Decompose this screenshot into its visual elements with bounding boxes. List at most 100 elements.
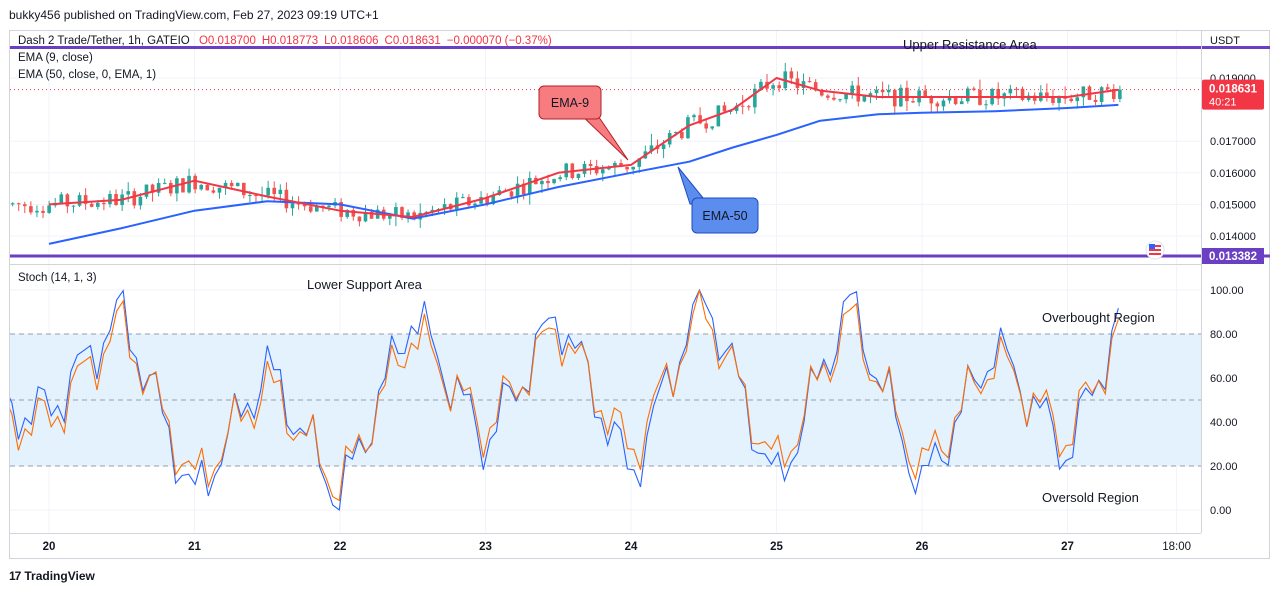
candle-body [947, 96, 952, 101]
candle-body [844, 93, 848, 100]
close-value: C0.018631 [384, 35, 441, 47]
candle-body [327, 205, 331, 208]
candle-body [680, 132, 684, 139]
candle-body [686, 117, 690, 139]
open-value: O0.018700 [198, 35, 256, 47]
candle-body [1051, 96, 1055, 103]
time-axis-label: 24 [625, 541, 638, 553]
time-axis-label: 21 [188, 541, 201, 553]
price-axis-tick: 0.016000 [1210, 168, 1256, 180]
support-price-badge [1202, 248, 1264, 264]
candle-body [1075, 97, 1080, 102]
time-axis-label: 26 [916, 541, 929, 553]
time-axis[interactable] [9, 533, 1201, 559]
candle-body [874, 89, 879, 94]
candle-body [789, 71, 794, 79]
published-caption: bukky456 published on TradingView.com, F… [9, 8, 379, 22]
candle-body [923, 90, 927, 97]
candle-body [1099, 87, 1104, 102]
tradingview-footer[interactable]: 17 TradingView [9, 569, 95, 583]
candle-body [509, 191, 514, 197]
candle-body [22, 204, 27, 207]
low-value: L0.018606 [324, 35, 379, 47]
candle-body [290, 203, 295, 209]
ema9-line [48, 77, 1119, 218]
candle-body [1008, 88, 1013, 94]
price-axis-tick: 0.015000 [1210, 199, 1256, 211]
candle-body [911, 101, 915, 103]
candle-body [649, 145, 654, 152]
candle-body [905, 87, 909, 102]
candle-body [759, 81, 763, 89]
current-price-badge [1202, 79, 1264, 110]
candle-body [169, 182, 173, 194]
candle-body [108, 194, 112, 205]
time-axis-label: 20 [43, 541, 56, 553]
candle-body [132, 191, 137, 206]
candle-body [400, 207, 404, 218]
candle-body [272, 187, 277, 195]
price-axis[interactable] [1201, 30, 1270, 533]
candle-body [972, 88, 976, 90]
candle-body [692, 115, 696, 118]
candle-body [89, 203, 94, 207]
candle-body [211, 190, 216, 193]
ema50-legend[interactable]: EMA (50, close, 0, EMA, 1) [18, 69, 157, 81]
flag-icon-stripe [1149, 253, 1161, 255]
candle-body [193, 175, 197, 190]
candle-body [302, 203, 307, 207]
candle-body [1020, 88, 1025, 100]
candle-body [467, 197, 471, 206]
candle-body [582, 163, 587, 174]
candle-body [564, 163, 569, 178]
candle-body [527, 177, 532, 195]
candle-body [826, 95, 830, 98]
candle-body [491, 194, 496, 205]
candle-body [10, 203, 15, 205]
symbol-legend[interactable]: Dash 2 Trade/Tether, 1h, GATEIO O0.01870… [18, 35, 552, 47]
candle-body [1045, 92, 1049, 97]
candle-body [454, 197, 459, 210]
ema9-legend[interactable]: EMA (9, close) [18, 52, 93, 64]
candle-body [138, 196, 143, 206]
candle-body [235, 182, 240, 187]
candle-body [424, 211, 429, 213]
time-axis-label: 18:00 [1162, 541, 1191, 553]
tradingview-logo-icon: 17 [9, 569, 21, 583]
candle-body [600, 169, 605, 174]
candle-body [613, 162, 617, 168]
candle-body [710, 126, 715, 129]
candle-body [552, 179, 556, 184]
candle-body [1002, 93, 1007, 99]
candle-body [515, 183, 520, 197]
candle-body [1118, 89, 1122, 99]
price-axis-tick: 0.017000 [1210, 136, 1256, 148]
stoch-axis-tick: 60.00 [1210, 373, 1238, 385]
candle-body [266, 187, 270, 196]
stoch-k-line [10, 288, 1119, 512]
stoch-legend[interactable]: Stoch (14, 1, 3) [18, 272, 97, 284]
chart-frame [9, 30, 1270, 559]
candle-body [199, 184, 204, 190]
candle-body [430, 209, 435, 212]
candle-body [880, 89, 885, 93]
candle-body [953, 96, 958, 105]
candle-body [102, 202, 106, 205]
ema50-callout[interactable] [691, 197, 759, 234]
time-axis-label: 22 [334, 541, 347, 553]
candle-body [588, 163, 593, 167]
candle-body [935, 103, 940, 107]
candle-body [661, 144, 666, 150]
flag-icon[interactable] [1145, 240, 1165, 260]
time-axis-label: 25 [770, 541, 783, 553]
ema9-callout[interactable] [538, 85, 602, 120]
candle-body [1057, 96, 1061, 103]
candle-body [1081, 86, 1086, 98]
candle-body [77, 195, 82, 206]
candle-body [558, 177, 562, 180]
candle-body [1032, 95, 1037, 101]
candle-body [704, 123, 708, 129]
candle-body [637, 158, 642, 167]
candle-body [771, 85, 775, 89]
